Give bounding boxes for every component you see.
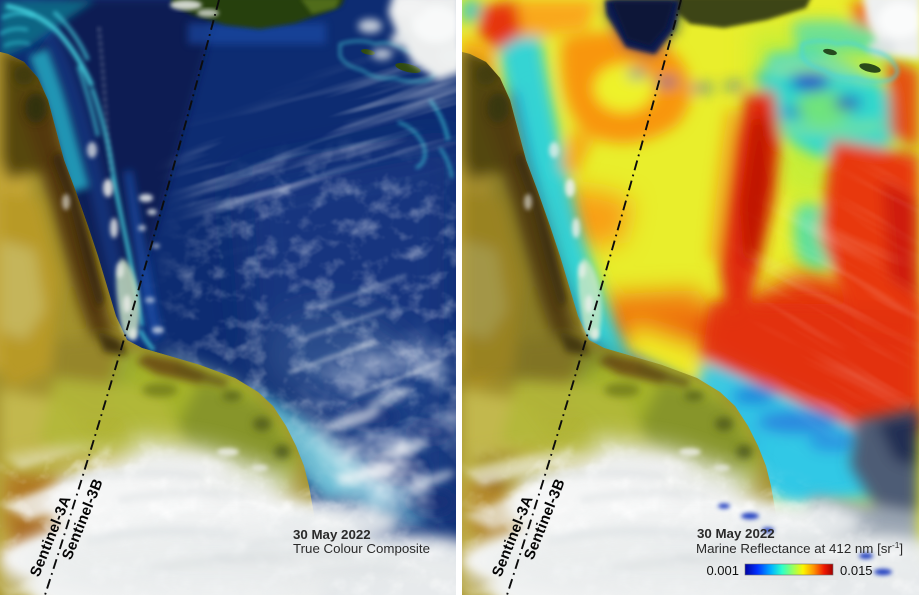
svg-text:True Colour Composite: True Colour Composite xyxy=(293,541,430,556)
svg-text:30 May 2022: 30 May 2022 xyxy=(293,527,371,542)
svg-text:Marine Reflectance at 412 nm [: Marine Reflectance at 412 nm [sr-1] xyxy=(696,540,903,556)
svg-text:30 May 2022: 30 May 2022 xyxy=(697,526,775,541)
svg-text:0.015: 0.015 xyxy=(840,563,873,578)
svg-text:0.001: 0.001 xyxy=(706,563,739,578)
